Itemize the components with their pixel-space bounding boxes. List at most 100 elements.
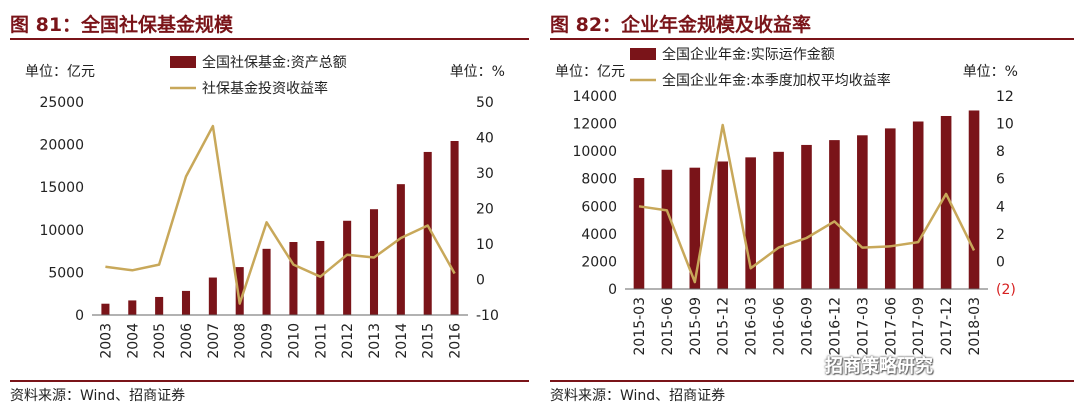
- bar: [801, 144, 812, 289]
- line-series: [638, 123, 976, 284]
- x-tick-label: 2005: [152, 323, 168, 359]
- bar: [745, 157, 756, 289]
- x-tick-label: 2014: [394, 323, 410, 359]
- y2-tick-label: 4: [996, 199, 1005, 215]
- y2-tick-label: 6: [996, 172, 1005, 188]
- x-tick-label: 2017-09: [911, 297, 927, 356]
- legend-swatch-bar: [630, 48, 656, 60]
- y2-tick-label: 40: [476, 131, 494, 147]
- y-tick-label: 15000: [39, 180, 84, 196]
- source-note: 资料来源：Wind、招商证券: [10, 388, 186, 404]
- bar: [316, 240, 325, 315]
- x-tick-label: 2015: [421, 323, 437, 359]
- y-tick-label: 5000: [48, 265, 84, 281]
- x-tick-label: 2004: [125, 323, 141, 359]
- bar: [289, 242, 298, 315]
- x-tick-label: 2010: [286, 323, 302, 359]
- y-tick-label: 10000: [39, 223, 84, 239]
- panel-enterprise-annuity: 图 82：企业年金规模及收益率 单位：亿元 单位：% 全国企业年金:实际运作金额全国…: [540, 0, 1080, 415]
- bar: [773, 151, 784, 289]
- bar: [689, 167, 701, 289]
- y-tick-label: 20000: [39, 138, 84, 154]
- x-tick-label: 2007: [206, 323, 222, 359]
- x-tick-label: 2015-12: [716, 297, 732, 356]
- x-tick-label: 2016: [448, 323, 464, 359]
- left-axis-unit: 单位：亿元: [25, 64, 95, 80]
- watermark-text: 招商策略研究: [825, 356, 933, 377]
- legend-label-line: 社保基金投资收益率: [202, 80, 328, 97]
- y2-tick-label: 12: [996, 89, 1014, 105]
- y-tick-label: 2000: [581, 254, 617, 270]
- y2-tick-label: 0: [996, 254, 1005, 270]
- x-tick-label: 2016-06: [772, 297, 788, 356]
- y-tick-label: 0: [608, 282, 617, 298]
- x-tick-label: 2018-03: [967, 297, 983, 356]
- bar: [181, 290, 191, 315]
- bar: [128, 300, 137, 315]
- y-tick-label: 25000: [39, 95, 84, 111]
- x-tick-label: 2015-06: [660, 297, 676, 356]
- y-tick-label: 6000: [581, 199, 617, 215]
- y-tick-label: 14000: [572, 89, 617, 105]
- bar: [968, 110, 980, 289]
- x-tick-label: 2016-12: [827, 297, 843, 356]
- bar: [235, 267, 244, 315]
- x-tick-label: 2017-03: [855, 297, 871, 356]
- x-tick-label: 2016-03: [744, 297, 760, 356]
- legend-swatch-bar: [170, 56, 196, 68]
- bar: [829, 140, 840, 289]
- bar: [155, 296, 164, 315]
- x-tick-label: 2009: [260, 323, 276, 359]
- bar: [633, 178, 645, 289]
- x-tick-label: 2003: [98, 323, 114, 359]
- legend-label-bar: 全国社保基金:资产总额: [202, 54, 347, 71]
- y-tick-label: 12000: [572, 117, 617, 133]
- y-tick-label: 10000: [572, 144, 617, 160]
- y-tick-label: 0: [75, 308, 84, 324]
- y2-tick-label: (2): [996, 282, 1016, 298]
- figure-title: 图 82：企业年金规模及收益率: [550, 14, 812, 36]
- y2-tick-label: 50: [476, 95, 494, 111]
- y2-tick-label: 10: [996, 117, 1014, 133]
- bar: [940, 115, 952, 289]
- bar: [396, 184, 405, 315]
- bar: [857, 135, 868, 289]
- x-tick-label: 2015-03: [632, 297, 648, 356]
- bar: [101, 303, 110, 315]
- legend-label-bar: 全国企业年金:实际运作金额: [662, 46, 835, 63]
- x-tick-label: 2006: [179, 323, 195, 359]
- bar: [262, 248, 271, 315]
- title-rule: [550, 38, 1074, 40]
- bar: [369, 209, 379, 315]
- legend-label-line: 全国企业年金:本季度加权平均收益率: [662, 72, 891, 89]
- source-note: 资料来源：Wind、招商证券: [550, 388, 726, 404]
- y-tick-label: 4000: [581, 227, 617, 243]
- left-axis-unit: 单位：亿元: [555, 64, 625, 80]
- x-tick-label: 2015-09: [688, 297, 704, 356]
- bar: [208, 277, 217, 315]
- figure-title: 图 81：全国社保基金规模: [10, 14, 234, 36]
- right-axis-unit: 单位：%: [963, 64, 1018, 80]
- bar: [717, 161, 729, 289]
- right-axis-unit: 单位：%: [450, 64, 505, 80]
- line-series: [105, 124, 456, 305]
- bar: [450, 140, 459, 315]
- x-tick-label: 2016-09: [800, 297, 816, 356]
- x-tick-label: 2013: [367, 323, 383, 359]
- bar: [423, 151, 432, 315]
- x-tick-label: 2017-12: [939, 297, 955, 356]
- x-tick-label: 2017-06: [883, 297, 899, 356]
- bar: [912, 121, 924, 289]
- title-rule: [10, 38, 529, 40]
- panel-social-security-fund: 图 81：全国社保基金规模 单位：亿元 单位：% 全国社保基金:资产总额 社保基金投资…: [0, 0, 535, 415]
- y2-tick-label: 0: [476, 273, 485, 289]
- y2-tick-label: 10: [476, 237, 494, 253]
- y2-tick-label: 2: [996, 227, 1005, 243]
- bar: [661, 169, 673, 289]
- x-tick-label: 2012: [340, 323, 356, 359]
- y2-tick-label: 8: [996, 144, 1005, 160]
- bar: [884, 128, 896, 289]
- y-tick-label: 8000: [581, 172, 617, 188]
